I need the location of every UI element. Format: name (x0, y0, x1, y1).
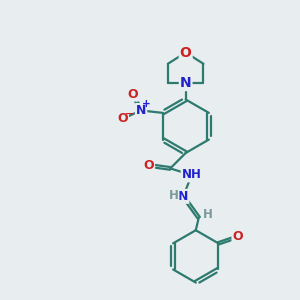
Text: O: O (232, 230, 243, 243)
Text: O: O (117, 112, 128, 125)
Text: −: − (124, 108, 134, 118)
Text: N: N (180, 76, 191, 90)
Text: NH: NH (182, 169, 202, 182)
Text: H: H (169, 189, 179, 202)
Text: +: + (142, 99, 151, 109)
Text: O: O (180, 46, 192, 59)
Text: O: O (128, 88, 138, 100)
Text: H: H (203, 208, 213, 221)
Text: N: N (136, 104, 146, 117)
Text: O: O (143, 159, 154, 172)
Text: N: N (178, 190, 188, 203)
